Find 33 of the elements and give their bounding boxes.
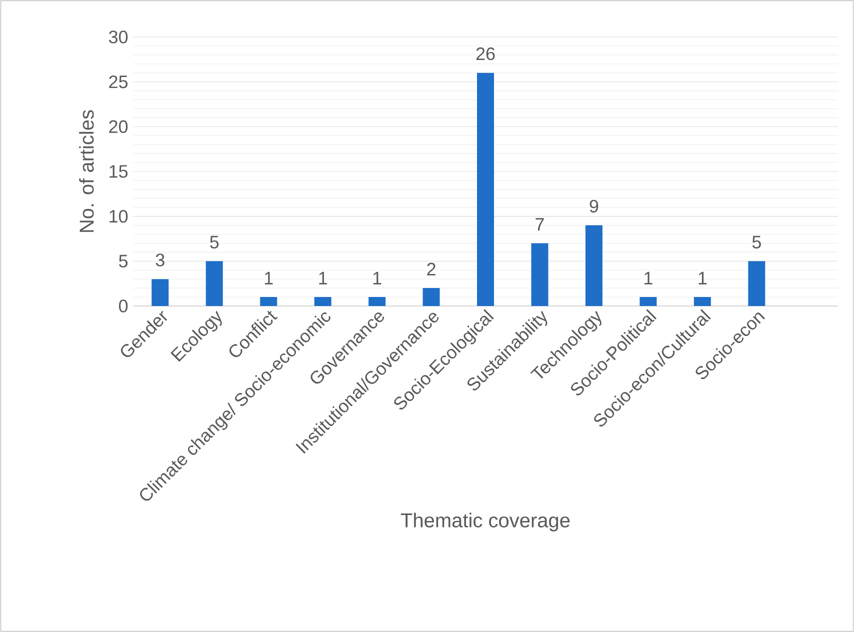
y-tick-label: 5 [118,254,128,268]
data-label: 7 [536,218,544,231]
y-tick-label: 10 [110,210,128,223]
bar [640,297,657,306]
y-tick-label: 15 [110,165,128,178]
data-label: 1 [644,272,652,284]
bar [260,297,278,306]
bar [748,261,766,306]
bar [152,279,169,306]
bar [477,72,494,306]
y-tick-label: 20 [109,120,128,134]
bar [585,225,602,306]
data-label: 1 [698,272,707,284]
y-tick-label: 0 [118,300,128,312]
y-tick-label: 25 [109,75,128,88]
data-label: 5 [752,236,761,248]
y-axis-title: No. of articles [79,110,94,232]
data-label: 5 [210,236,219,248]
data-label: 1 [319,272,327,284]
data-label: 9 [590,200,598,213]
bar [694,297,711,306]
data-label: 1 [373,272,382,284]
data-label: 26 [476,47,495,60]
bar [531,243,548,306]
y-tick-label: 30 [108,30,128,44]
bar [422,288,440,306]
data-label: 2 [427,262,436,276]
bar [314,297,332,306]
bar [206,261,223,306]
bar [368,297,386,306]
data-label: 3 [156,254,164,266]
data-label: 1 [264,272,273,284]
x-axis-title: Thematic coverage [400,512,570,532]
